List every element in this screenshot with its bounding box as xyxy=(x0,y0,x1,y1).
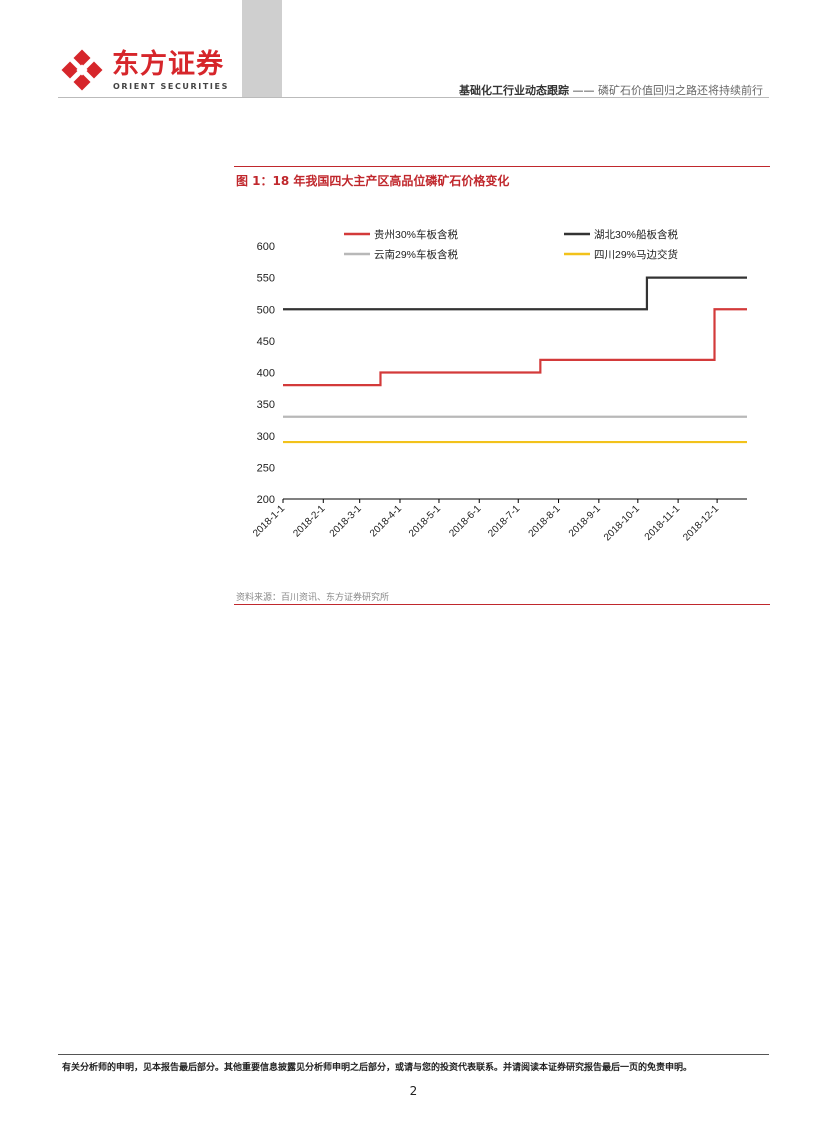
legend-label: 贵州30%车板含税 xyxy=(374,228,459,241)
orient-securities-logo-icon xyxy=(61,49,103,91)
logo-chinese-name: 东方证券 xyxy=(112,49,224,80)
y-tick-label: 200 xyxy=(257,494,275,506)
legend-label: 云南29%车板含税 xyxy=(374,248,459,261)
header-gray-block xyxy=(242,0,282,97)
report-title: 磷矿石价值回归之路还将持续前行 xyxy=(598,84,763,97)
x-tick-label: 2018-3-1 xyxy=(328,503,364,539)
x-tick-label: 2018-6-1 xyxy=(447,503,483,539)
y-tick-label: 250 xyxy=(257,462,275,474)
disclaimer-note: 有关分析师的申明，见本报告最后部分。其他重要信息披露见分析师申明之后部分，或请与… xyxy=(62,1063,693,1073)
y-tick-label: 450 xyxy=(257,336,275,348)
x-tick-label: 2018-7-1 xyxy=(486,503,522,539)
y-tick-label: 550 xyxy=(257,273,275,285)
figure-bottom-rule xyxy=(234,604,770,605)
series-line xyxy=(283,276,747,311)
x-tick-label: 2018-1-1 xyxy=(251,503,287,539)
x-tick-label: 2018-2-1 xyxy=(291,503,327,539)
header-divider xyxy=(58,97,769,98)
y-tick-label: 350 xyxy=(257,399,275,411)
x-tick-label: 2018-12-1 xyxy=(681,503,721,543)
report-header: 基础化工行业动态跟踪 —— 磷矿石价值回归之路还将持续前行 xyxy=(459,82,763,98)
logo-english-name: ORIENT SECURITIES xyxy=(113,82,229,91)
x-tick-label: 2018-5-1 xyxy=(407,503,443,539)
page-number: 2 xyxy=(409,1084,418,1098)
figure-title: 图 1：18 年我国四大主产区高品位磷矿石价格变化 xyxy=(236,174,510,188)
x-tick-label: 2018-4-1 xyxy=(368,503,404,539)
y-tick-label: 500 xyxy=(257,304,275,316)
figure-top-rule xyxy=(234,166,770,167)
x-tick-label: 2018-10-1 xyxy=(602,503,642,543)
x-tick-label: 2018-9-1 xyxy=(567,503,603,539)
y-tick-label: 600 xyxy=(257,241,275,253)
legend-label: 四川29%马边交货 xyxy=(594,248,678,261)
legend-label: 湖北30%船板含税 xyxy=(594,228,679,241)
figure-source: 资料来源：百川资讯、东方证券研究所 xyxy=(236,593,390,603)
y-tick-label: 300 xyxy=(257,431,275,443)
header-separator: —— xyxy=(569,84,598,97)
y-tick-label: 400 xyxy=(257,368,275,380)
x-tick-label: 2018-11-1 xyxy=(643,503,683,543)
footer-divider xyxy=(58,1054,769,1055)
x-tick-label: 2018-8-1 xyxy=(527,503,563,539)
report-type: 基础化工行业动态跟踪 xyxy=(459,84,569,97)
series-line xyxy=(283,308,747,387)
